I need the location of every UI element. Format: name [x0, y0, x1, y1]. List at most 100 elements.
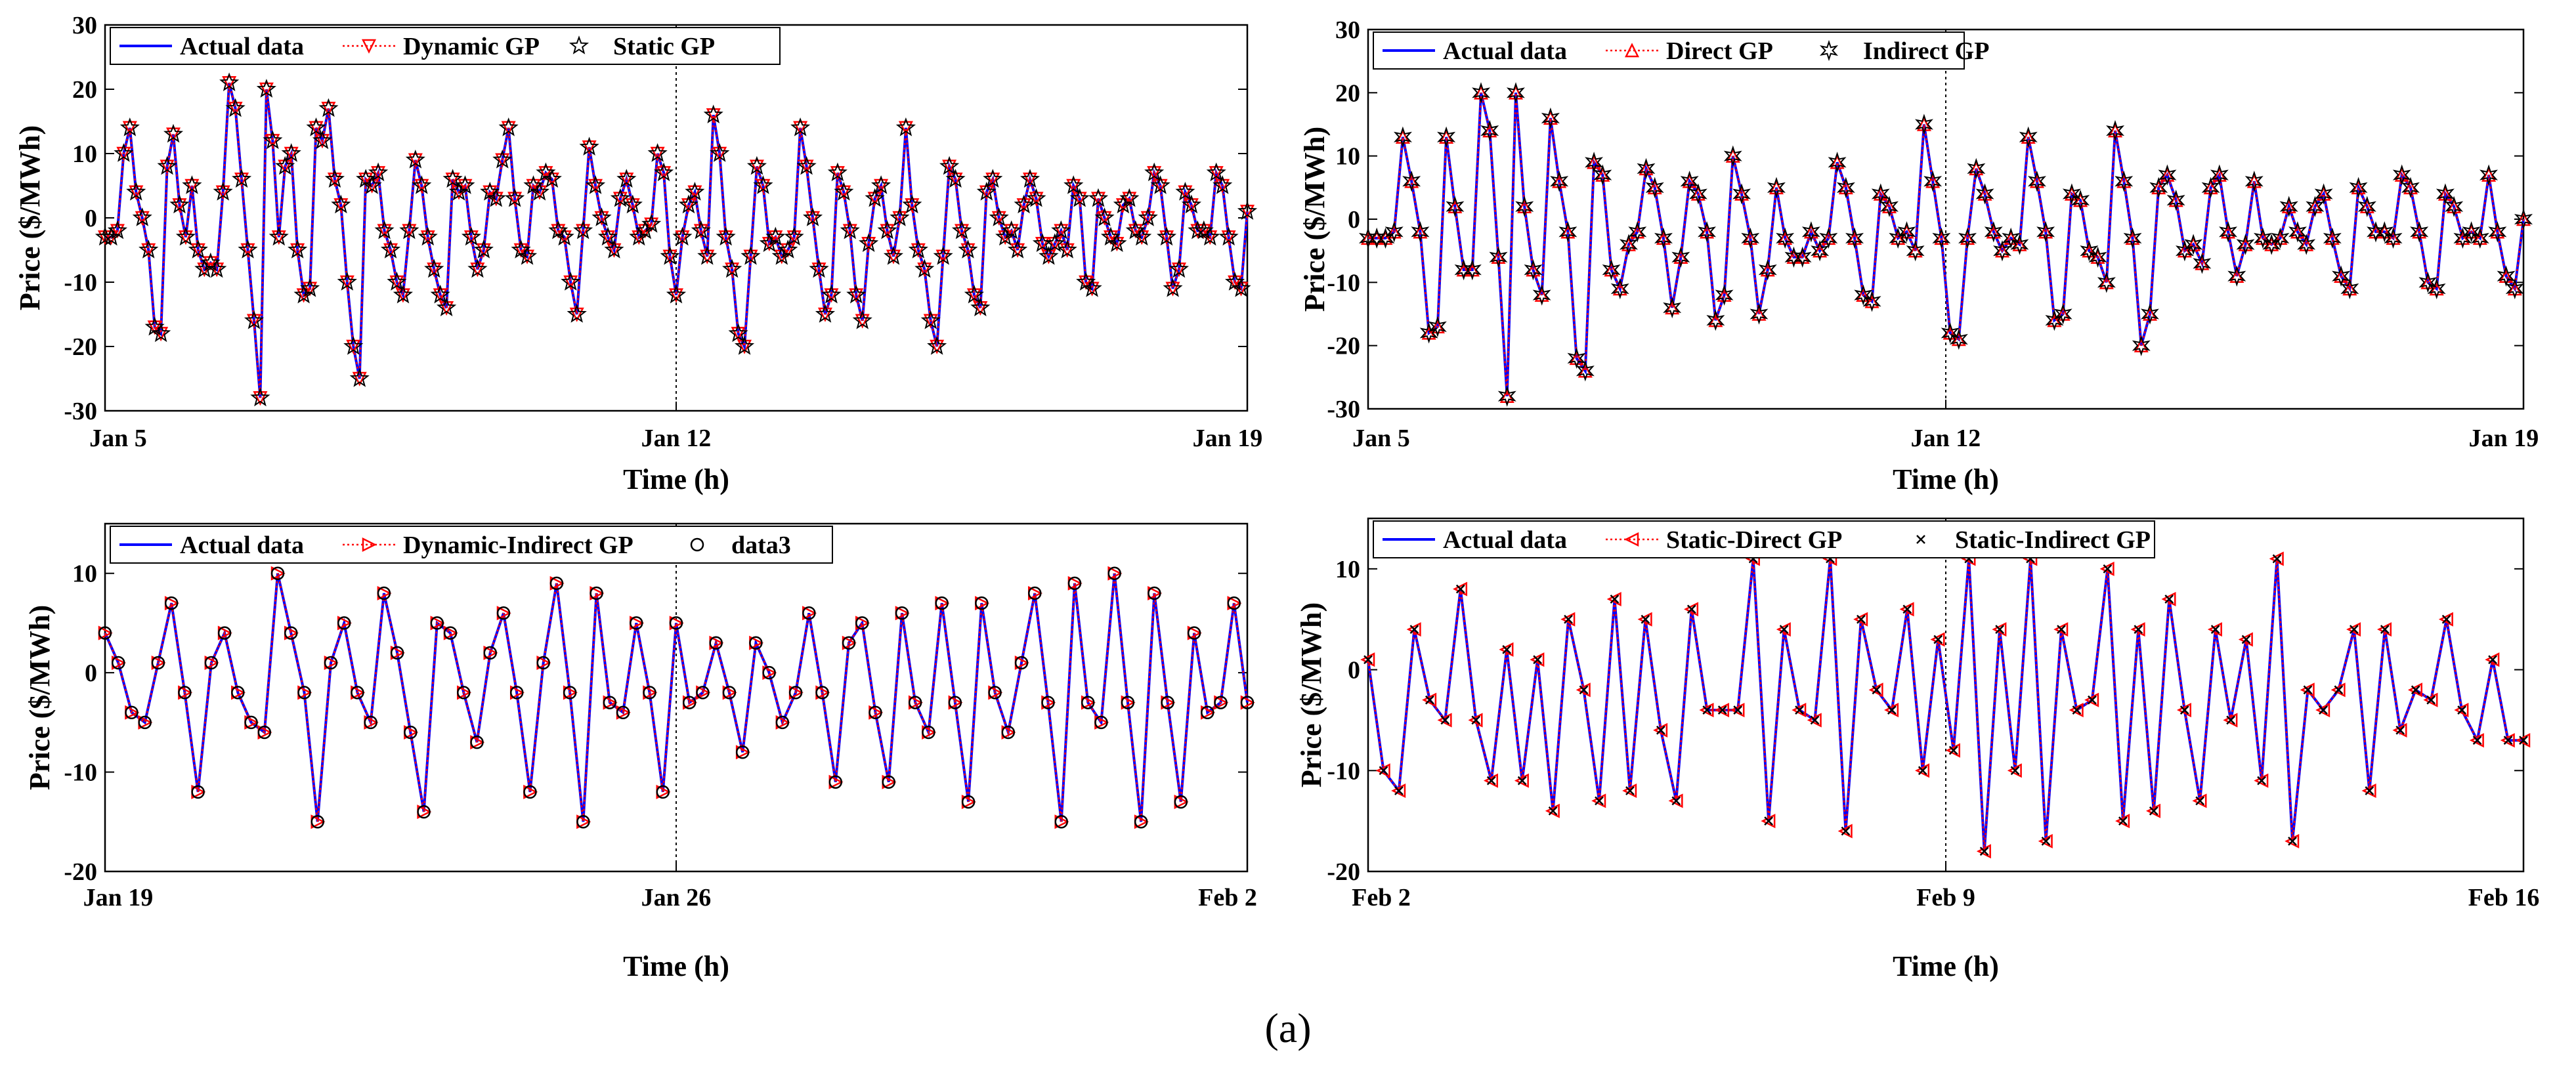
data-point — [824, 288, 839, 303]
series-prediction-2 — [98, 566, 1255, 829]
data-point — [1930, 632, 1945, 647]
data-point — [1932, 227, 1951, 249]
data-point — [1428, 316, 1447, 337]
data-point — [2453, 227, 2472, 249]
data-point — [321, 102, 336, 117]
data-point — [1440, 715, 1450, 725]
data-point — [682, 696, 697, 709]
legend-label: Actual data — [1443, 37, 1567, 65]
data-point — [1975, 183, 1994, 205]
data-point — [710, 143, 730, 162]
y-axis-label: Price ($/MWh) — [1299, 127, 1331, 312]
data-point — [126, 181, 146, 201]
data-point — [554, 226, 574, 246]
legend: Actual data Direct GP Indirect GP — [1373, 31, 1989, 70]
data-point — [567, 304, 587, 323]
data-point — [927, 336, 947, 355]
data-point — [588, 178, 603, 194]
data-point — [849, 288, 864, 303]
data-point — [2176, 703, 2191, 718]
data-point — [2072, 705, 2082, 715]
data-point — [594, 211, 609, 226]
data-point — [2123, 227, 2142, 249]
y-tick-label: 10 — [1335, 143, 1360, 171]
data-point — [2497, 265, 2516, 287]
data-point — [1591, 793, 1606, 808]
data-point — [954, 224, 970, 239]
data-point — [2303, 685, 2313, 695]
data-point — [2407, 682, 2422, 698]
data-point — [653, 162, 674, 182]
data-point — [1227, 596, 1241, 610]
data-point — [2272, 554, 2282, 564]
data-point — [942, 159, 957, 175]
data-point — [852, 310, 872, 329]
data-point — [1730, 703, 1745, 718]
data-point — [1039, 245, 1059, 265]
data-point — [132, 207, 152, 226]
data-point — [420, 230, 435, 245]
data-point — [1001, 220, 1021, 240]
data-point — [138, 715, 152, 730]
data-point — [895, 117, 916, 136]
data-point — [2253, 227, 2273, 249]
data-point — [1206, 162, 1226, 182]
data-point — [778, 240, 798, 259]
data-point — [1558, 221, 1578, 243]
data-point — [1717, 705, 1727, 715]
data-point — [1688, 183, 1707, 205]
data-point — [741, 245, 761, 265]
data-point — [1486, 776, 1496, 785]
data-point — [1541, 107, 1560, 129]
data-point — [486, 188, 506, 207]
data-point — [207, 259, 227, 278]
data-point — [768, 230, 783, 245]
data-point — [2411, 685, 2420, 695]
data-point — [2457, 705, 2467, 715]
legend-label: Dynamic-Indirect GP — [403, 532, 633, 559]
data-point — [439, 301, 454, 316]
data-point — [2505, 278, 2524, 300]
data-point — [265, 134, 280, 149]
data-point — [603, 696, 617, 709]
data-point — [1610, 278, 1629, 300]
data-point — [958, 240, 978, 259]
data-point — [669, 616, 683, 630]
data-point — [549, 576, 564, 591]
data-point — [1140, 211, 1155, 226]
x-axis-label: Time (h) — [623, 950, 729, 982]
data-point — [1684, 602, 1699, 617]
data-point — [182, 175, 202, 194]
data-point — [217, 626, 232, 640]
data-point — [2045, 309, 2064, 331]
data-point — [2334, 685, 2344, 695]
data-point — [840, 220, 860, 240]
data-point — [869, 705, 882, 719]
data-point — [576, 815, 590, 829]
data-point — [1132, 226, 1152, 246]
data-point — [163, 123, 184, 143]
data-point — [2269, 551, 2284, 566]
y-tick-label: -10 — [1327, 757, 1360, 785]
data-point — [1545, 803, 1560, 818]
data-point — [1181, 194, 1202, 214]
data-point — [1923, 171, 1943, 192]
data-point — [1945, 743, 1960, 758]
data-point — [1637, 157, 1656, 180]
data-point — [1178, 185, 1193, 200]
data-point — [119, 117, 140, 136]
data-point — [725, 262, 740, 278]
data-point — [898, 121, 913, 136]
data-point — [529, 181, 549, 201]
data-point — [2132, 335, 2151, 356]
data-point — [151, 656, 165, 670]
data-point — [1483, 773, 1498, 788]
data-point — [2115, 814, 2130, 829]
data-point — [902, 194, 922, 214]
data-point — [2488, 221, 2507, 243]
data-point — [343, 336, 364, 355]
data-point — [1385, 221, 1404, 243]
data-point — [362, 175, 382, 194]
data-point — [647, 143, 668, 162]
data-point — [2392, 164, 2411, 186]
